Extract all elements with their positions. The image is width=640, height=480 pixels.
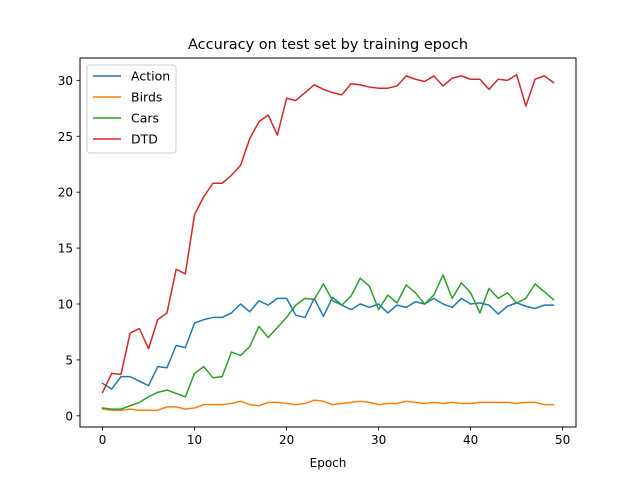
y-tick-label: 20: [58, 186, 73, 200]
legend-box: [86, 64, 177, 154]
series-line-action: [101, 296, 555, 390]
plot-area-frame: [79, 57, 577, 428]
x-tick-label: 0: [99, 433, 107, 447]
series-line-dtd: [101, 74, 555, 394]
y-axis-ticks: 0 5 10 15 20 25 30: [58, 74, 80, 423]
legend-label-dtd: DTD: [131, 132, 158, 147]
x-tick-label: 50: [555, 433, 570, 447]
legend: Action Birds Cars DTD: [86, 64, 177, 154]
y-tick-label: 10: [58, 298, 73, 312]
x-axis-label: Epoch: [310, 456, 347, 470]
y-tick-label: 25: [58, 130, 73, 144]
x-tick-label: 40: [463, 433, 478, 447]
legend-label-action: Action: [131, 69, 170, 84]
legend-label-cars: Cars: [131, 111, 159, 126]
series-layer: [101, 74, 555, 411]
y-tick-label: 15: [58, 242, 73, 256]
y-tick-label: 0: [65, 409, 73, 423]
x-tick-label: 10: [187, 433, 202, 447]
x-tick-label: 30: [371, 433, 386, 447]
legend-label-birds: Birds: [131, 90, 162, 105]
y-tick-label: 30: [58, 74, 73, 88]
x-axis-ticks: 0 10 20 30 40 50: [99, 427, 570, 447]
chart-title: Accuracy on test set by training epoch: [188, 37, 468, 53]
series-line-cars: [101, 274, 555, 410]
x-tick-label: 20: [279, 433, 294, 447]
series-line-birds: [101, 399, 555, 411]
y-tick-label: 5: [65, 353, 73, 367]
